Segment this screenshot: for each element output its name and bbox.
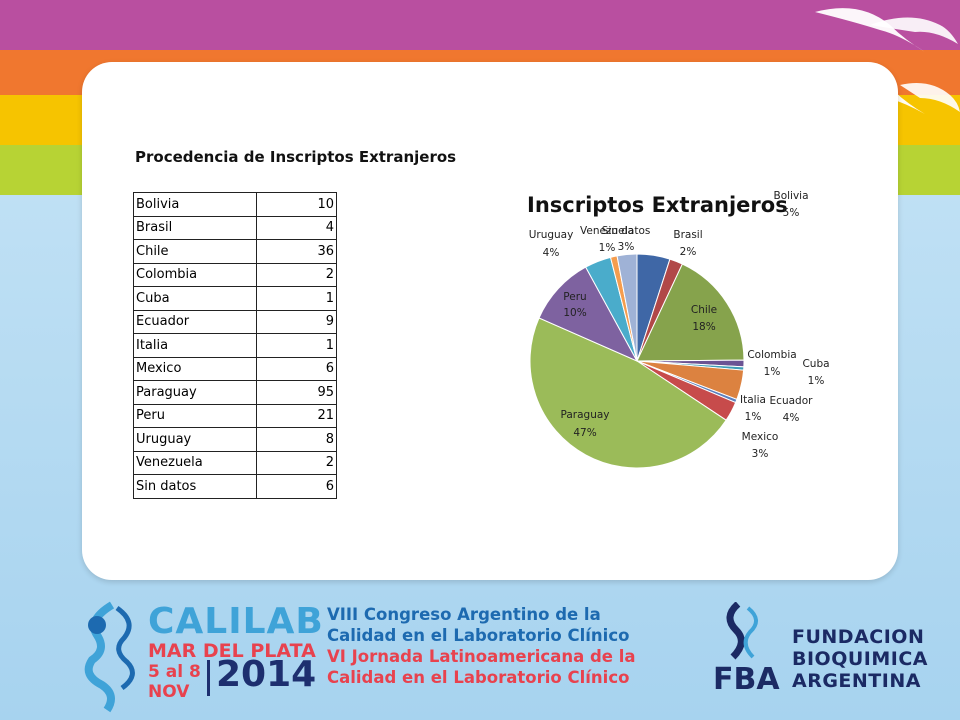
count-cell: 21 xyxy=(256,403,337,428)
data-table: Bolivia 10 Brasil 4 Chile 36 Colombia 2 Cuba 1 Ecu… xyxy=(133,192,337,499)
top-stripe-purple xyxy=(0,0,960,50)
logo-divider xyxy=(207,660,210,696)
country-cell: Bolivia xyxy=(133,192,257,217)
country-cell: Venezuela xyxy=(133,450,257,475)
country-cell: Colombia xyxy=(133,262,257,287)
count-cell: 6 xyxy=(256,356,337,381)
table-title: Procedencia de Inscriptos Extranjeros xyxy=(135,148,457,166)
count-cell: 2 xyxy=(256,450,337,475)
country-cell: Italia xyxy=(133,333,257,358)
count-cell: 1 xyxy=(256,333,337,358)
country-cell: Sin datos xyxy=(133,474,257,499)
country-cell: Paraguay xyxy=(133,380,257,405)
count-cell: 95 xyxy=(256,380,337,405)
country-cell: Uruguay xyxy=(133,427,257,452)
country-cell: Mexico xyxy=(133,356,257,381)
calilab-logo: CALILAB MAR DEL PLATA 5 al 8 NOV xyxy=(148,601,324,703)
count-cell: 10 xyxy=(256,192,337,217)
count-cell: 4 xyxy=(256,215,337,240)
fba-figure-icon xyxy=(726,602,758,660)
table-row: Sin datos 6 xyxy=(133,474,337,499)
fba-logo-text: FBA xyxy=(713,662,780,697)
fundacion-text: FUNDACION BIOQUIMICA ARGENTINA xyxy=(792,626,928,692)
country-cell: Cuba xyxy=(133,286,257,311)
table-row: Colombia 2 xyxy=(133,262,337,287)
table-row: Cuba 1 xyxy=(133,286,337,311)
table-row: Bolivia 10 xyxy=(133,192,337,217)
count-cell: 8 xyxy=(256,427,337,452)
table-row: Peru 21 xyxy=(133,403,337,428)
count-cell: 9 xyxy=(256,309,337,334)
table-row: Italia 1 xyxy=(133,333,337,358)
calilab-year: 2014 xyxy=(216,654,317,695)
table-row: Ecuador 9 xyxy=(133,309,337,334)
table-row: Venezuela 2 xyxy=(133,450,337,475)
country-cell: Chile xyxy=(133,239,257,264)
chart-title: Inscriptos Extranjeros xyxy=(527,193,788,217)
country-cell: Peru xyxy=(133,403,257,428)
count-cell: 1 xyxy=(256,286,337,311)
count-cell: 36 xyxy=(256,239,337,264)
count-cell: 6 xyxy=(256,474,337,499)
country-cell: Brasil xyxy=(133,215,257,240)
table-row: Chile 36 xyxy=(133,239,337,264)
table-row: Brasil 4 xyxy=(133,215,337,240)
table-row: Uruguay 8 xyxy=(133,427,337,452)
calilab-figure-icon xyxy=(84,601,135,713)
count-cell: 2 xyxy=(256,262,337,287)
table-row: Mexico 6 xyxy=(133,356,337,381)
country-cell: Ecuador xyxy=(133,309,257,334)
conference-text: VIII Congreso Argentino de la Calidad en… xyxy=(327,605,636,687)
table-row: Paraguay 95 xyxy=(133,380,337,405)
